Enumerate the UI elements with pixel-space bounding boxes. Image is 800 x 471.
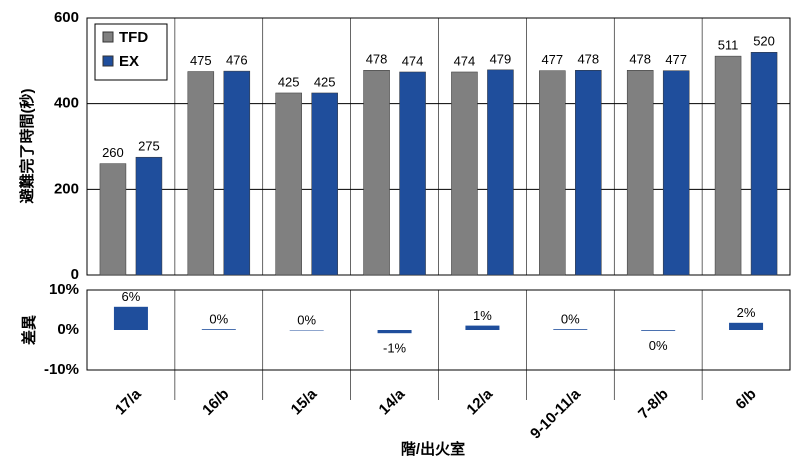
bar bbox=[487, 69, 514, 276]
bar bbox=[135, 156, 163, 276]
bar bbox=[275, 92, 302, 276]
bar bbox=[641, 330, 676, 331]
data-label: 1% bbox=[473, 308, 492, 323]
y-tick-label: 400 bbox=[54, 95, 79, 112]
data-label: 478 bbox=[577, 52, 599, 67]
bar bbox=[289, 330, 324, 331]
bar bbox=[187, 71, 215, 276]
data-label: 478 bbox=[629, 52, 651, 67]
x-tick-label: 6/b bbox=[732, 386, 759, 413]
y-tick-label: -10% bbox=[44, 361, 79, 378]
data-label: 0% bbox=[561, 312, 580, 327]
data-label: 476 bbox=[226, 53, 248, 68]
x-tick-label: 14/a bbox=[376, 385, 409, 418]
data-label: 6% bbox=[122, 289, 141, 304]
y-tick-label: 10% bbox=[49, 281, 79, 298]
y-axis-title: 避難完了時間(秒) bbox=[18, 89, 36, 204]
bar bbox=[729, 322, 764, 330]
bar bbox=[553, 329, 588, 330]
bar bbox=[714, 55, 742, 276]
x-tick-label: 12/a bbox=[463, 385, 496, 418]
bar bbox=[377, 330, 412, 334]
data-label: 474 bbox=[402, 53, 424, 68]
legend-swatch bbox=[102, 31, 114, 43]
x-tick-label: 16/b bbox=[199, 386, 232, 419]
data-label: 275 bbox=[138, 139, 160, 154]
data-label: -1% bbox=[383, 341, 407, 356]
data-label: 511 bbox=[718, 38, 739, 53]
bar bbox=[223, 70, 251, 276]
data-label: 474 bbox=[454, 53, 476, 68]
data-label: 479 bbox=[490, 51, 512, 66]
legend-swatch bbox=[102, 55, 114, 67]
bar bbox=[99, 163, 127, 276]
data-label: 477 bbox=[665, 52, 687, 67]
bar bbox=[575, 70, 602, 276]
data-label: 477 bbox=[541, 52, 563, 67]
y-tick-label: 0% bbox=[57, 321, 79, 338]
bar bbox=[311, 92, 338, 276]
bar bbox=[662, 70, 690, 276]
data-label: 520 bbox=[753, 34, 775, 49]
x-tick-label: 17/a bbox=[112, 385, 145, 418]
data-label: 475 bbox=[190, 53, 212, 68]
bar bbox=[750, 52, 778, 276]
bar bbox=[201, 329, 236, 330]
data-label: 478 bbox=[366, 52, 388, 67]
x-axis-title: 階/出火室 bbox=[401, 440, 465, 458]
x-tick-label: 7-8/b bbox=[635, 386, 672, 423]
legend-label: EX bbox=[119, 53, 139, 70]
data-label: 0% bbox=[297, 312, 316, 327]
data-label: 2% bbox=[737, 305, 756, 320]
bar bbox=[539, 70, 566, 276]
data-label: 0% bbox=[209, 312, 228, 327]
data-label: 260 bbox=[102, 145, 124, 160]
bar bbox=[451, 71, 478, 276]
data-label: 0% bbox=[649, 338, 668, 353]
x-tick-label: 9-10-11/a bbox=[527, 385, 584, 442]
bar bbox=[399, 71, 426, 276]
y-axis-title: 差異 bbox=[20, 315, 38, 345]
y-tick-label: 0 bbox=[71, 266, 79, 283]
bar bbox=[465, 325, 500, 330]
data-label: 425 bbox=[314, 74, 336, 89]
bar bbox=[363, 70, 390, 276]
bar bbox=[113, 306, 148, 330]
data-label: 425 bbox=[278, 74, 300, 89]
x-tick-label: 15/a bbox=[288, 385, 321, 418]
y-tick-label: 200 bbox=[54, 180, 79, 197]
legend-label: TFD bbox=[119, 29, 148, 46]
y-tick-label: 600 bbox=[54, 9, 79, 26]
bar bbox=[626, 70, 654, 276]
